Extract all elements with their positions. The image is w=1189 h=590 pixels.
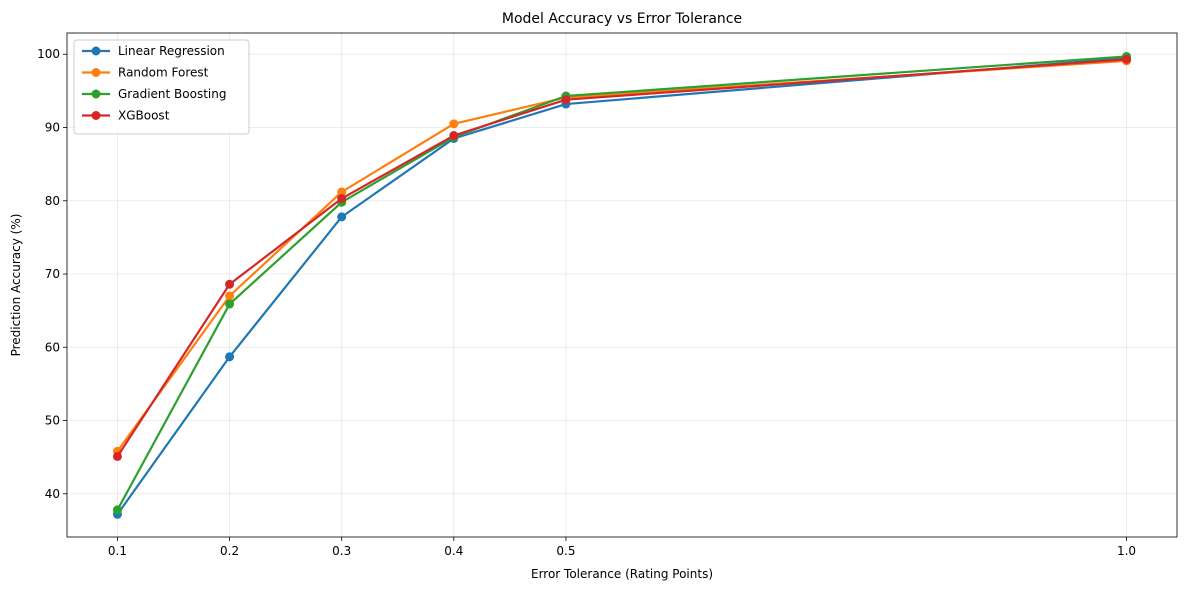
data-point-random-forest — [225, 291, 235, 301]
y-axis-label: Prediction Accuracy (%) — [9, 214, 23, 357]
x-tick-label: 0.5 — [556, 544, 575, 558]
data-point-random-forest — [337, 187, 347, 197]
legend-label-xgboost: XGBoost — [118, 109, 170, 123]
legend: Linear Regression Random Forest Gradient B… — [73, 39, 250, 135]
y-axis: 40 50 60 70 80 90 100 — [37, 47, 67, 501]
legend-marker-linear-regression — [91, 46, 101, 56]
series-layer — [112, 51, 1132, 519]
y-tick-label: 100 — [37, 47, 60, 61]
legend-marker-xgboost — [91, 111, 101, 120]
x-tick-label: 0.2 — [220, 544, 239, 558]
data-point-linear-regression — [225, 352, 235, 362]
legend-label-linear-regression: Linear Regression — [118, 44, 225, 58]
y-tick-label: 40 — [45, 487, 60, 501]
data-point-xgboost — [337, 194, 347, 204]
data-point-xgboost — [561, 95, 571, 105]
chart-title: Model Accuracy vs Error Tolerance — [502, 11, 742, 27]
series-line-linear-regression — [116, 56, 1128, 516]
data-point-gradient-boosting — [112, 505, 122, 515]
x-tick-label: 1.0 — [1117, 544, 1136, 558]
legend-label-random-forest: Random Forest — [118, 66, 209, 80]
y-tick-label: 90 — [45, 121, 60, 135]
y-tick-label: 50 — [45, 414, 60, 428]
data-point-xgboost — [112, 451, 122, 461]
data-point-xgboost — [1122, 54, 1132, 64]
x-tick-label: 0.4 — [444, 544, 463, 558]
x-axis-label: Error Tolerance (Rating Points) — [531, 567, 713, 581]
data-point-xgboost — [225, 279, 235, 289]
data-point-xgboost — [449, 131, 459, 141]
series-line-gradient-boosting — [116, 55, 1128, 511]
y-tick-label: 70 — [45, 267, 60, 281]
legend-marker-random-forest — [91, 68, 101, 77]
series-line-xgboost — [116, 58, 1128, 458]
legend-marker-gradient-boosting — [91, 89, 101, 99]
grid-lines — [67, 33, 1177, 537]
data-point-gradient-boosting — [225, 299, 235, 309]
series-line-random-forest — [116, 59, 1128, 453]
plot-frame — [66, 32, 1178, 538]
legend-label-gradient-boosting: Gradient Boosting — [118, 87, 226, 101]
x-tick-label: 0.1 — [108, 544, 127, 558]
series-xgboost — [112, 54, 1132, 461]
x-axis: 0.1 0.2 0.3 0.4 0.5 1.0 — [108, 537, 1136, 558]
data-point-random-forest — [449, 119, 459, 129]
data-point-linear-regression — [337, 212, 347, 222]
y-tick-label: 60 — [45, 340, 60, 354]
x-tick-label: 0.3 — [332, 544, 351, 558]
legend-box — [73, 39, 250, 135]
y-tick-label: 80 — [45, 194, 60, 208]
